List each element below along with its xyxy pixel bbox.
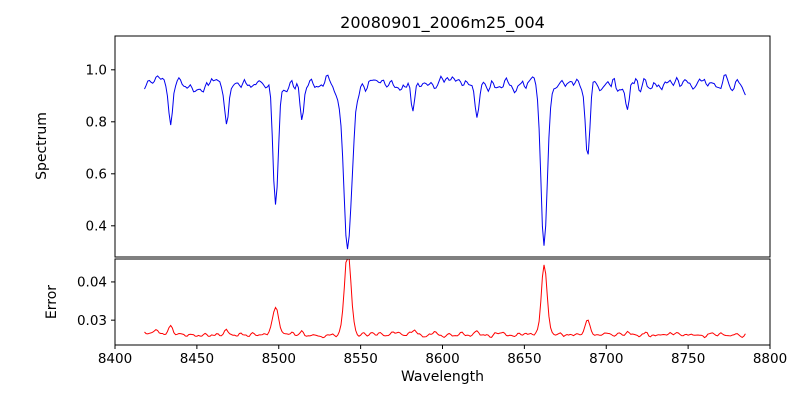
x-tick-label: 8700 (589, 351, 623, 367)
spectrum-axes-frame (114, 35, 771, 258)
spectrum-y-axis-label: Spectrum (34, 112, 50, 180)
spectrum-y-tick-label: 0.6 (86, 167, 107, 183)
error-y-tick-label: 0.04 (77, 275, 107, 291)
x-tick-label: 8650 (507, 351, 541, 367)
spectrum-y-tick-label: 0.8 (86, 115, 107, 131)
spectrum-y-tick-label: 1.0 (86, 63, 107, 79)
spectrum-y-ticks: 0.4 0.6 0.8 1.0 (86, 63, 115, 235)
x-tick-label: 8800 (753, 351, 787, 367)
spectrum-line (144, 74, 746, 250)
error-y-tick-label: 0.03 (77, 313, 107, 329)
error-axes-frame (114, 258, 771, 346)
x-tick-label: 8500 (262, 351, 296, 367)
x-tick-label: 8550 (343, 351, 377, 367)
error-y-axis-label: Error (44, 285, 60, 319)
error-panel: 0.03 0.04 Error (44, 258, 771, 346)
error-y-ticks: 0.03 0.04 (77, 275, 115, 329)
x-tick-label: 8400 (98, 351, 132, 367)
x-tick-label: 8450 (180, 351, 214, 367)
x-tick-label: 8750 (671, 351, 705, 367)
spectrum-panel: 0.4 0.6 0.8 1.0 Spectrum (34, 35, 771, 258)
x-axis-label: Wavelength (401, 369, 484, 385)
chart-title: 20080901_2006m25_004 (340, 13, 545, 33)
spectrum-y-tick-label: 0.4 (86, 219, 107, 235)
x-tick-label: 8600 (425, 351, 459, 367)
error-line (144, 258, 746, 339)
x-axis-ticks: 8400 8450 8500 8550 8600 8650 8700 8750 8800 (98, 345, 787, 367)
